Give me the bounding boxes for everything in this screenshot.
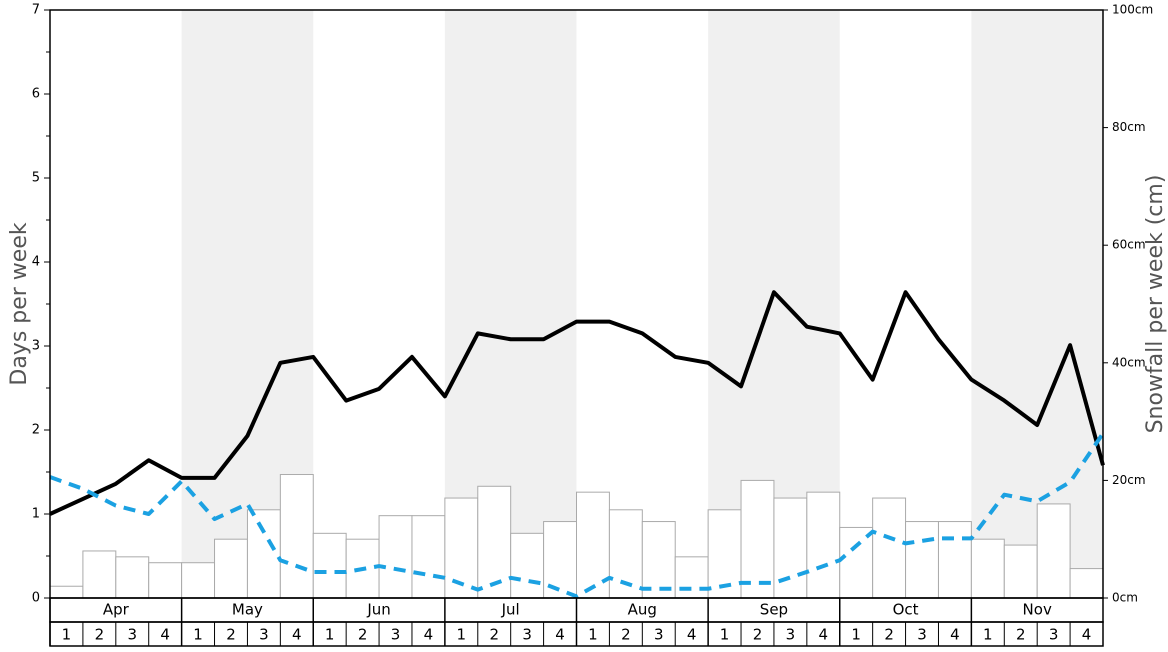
bar (148, 562, 183, 599)
y-tick-label: 4 (32, 255, 40, 270)
week-label: 3 (391, 626, 401, 644)
bar (740, 479, 775, 599)
y2-tick-label: 80cm (1112, 120, 1146, 134)
y2-tick-label: 20cm (1112, 473, 1146, 487)
week-label: 2 (489, 626, 499, 644)
bar (806, 491, 841, 599)
week-label: 2 (621, 626, 631, 644)
bar (214, 538, 248, 599)
bar (82, 550, 117, 599)
week-label: 1 (325, 626, 335, 644)
week-label: 1 (62, 626, 72, 644)
week-label: 4 (819, 626, 829, 644)
y2-axis-title: Snowfall per week (cm) (1143, 175, 1168, 434)
y-axis-title: Days per week (7, 222, 32, 385)
y-tick-label: 7 (32, 3, 40, 18)
week-label: 1 (983, 626, 993, 644)
month-label: Jul (501, 601, 520, 619)
bar (905, 521, 939, 599)
bar (641, 521, 676, 599)
week-label: 1 (193, 626, 203, 644)
y-tick-label: 0 (32, 591, 40, 606)
week-label: 2 (226, 626, 236, 644)
bar (1003, 544, 1038, 599)
y-tick-label: 1 (32, 507, 40, 522)
y-tick-label: 5 (32, 171, 40, 186)
month-label: Jun (366, 601, 390, 619)
y-tick-label: 2 (32, 423, 40, 438)
bar (246, 509, 281, 599)
week-label: 3 (654, 626, 664, 644)
week-label: 3 (259, 626, 269, 644)
week-label: 1 (588, 626, 598, 644)
bar (411, 515, 446, 599)
week-label: 3 (786, 626, 796, 644)
bar (674, 556, 709, 599)
line (49, 432, 1105, 599)
week-label: 4 (1082, 626, 1092, 644)
bar (1069, 568, 1104, 599)
y2-tick-label: 100cm (1112, 3, 1153, 17)
week-label: 3 (1049, 626, 1059, 644)
line (49, 290, 1105, 516)
y-tick-label: 6 (32, 87, 40, 102)
month-label: Sep (760, 601, 788, 619)
week-label: 2 (358, 626, 368, 644)
month-label: Oct (893, 601, 919, 619)
y-tick-label: 3 (32, 339, 40, 354)
week-label: 2 (95, 626, 105, 644)
month-label: May (232, 601, 263, 619)
bar (378, 515, 413, 599)
month-label: Nov (1023, 601, 1052, 619)
week-label: 4 (555, 626, 565, 644)
bar (839, 526, 874, 599)
bar (49, 585, 84, 599)
week-label: 2 (753, 626, 763, 644)
week-label: 2 (1016, 626, 1026, 644)
y2-tick-label: 60cm (1112, 238, 1146, 252)
bar (872, 497, 907, 599)
week-label: 1 (720, 626, 730, 644)
week-label: 3 (522, 626, 532, 644)
week-label: 1 (457, 626, 467, 644)
bar (279, 474, 314, 599)
month-shade (971, 10, 1103, 598)
bar (970, 538, 1005, 599)
week-label: 3 (917, 626, 927, 644)
week-label: 4 (424, 626, 434, 644)
week-label: 4 (687, 626, 697, 644)
bar (773, 497, 808, 599)
bar (510, 532, 545, 599)
week-label: 2 (884, 626, 894, 644)
week-label: 4 (160, 626, 170, 644)
week-label: 3 (127, 626, 137, 644)
y2-tick-label: 0cm (1112, 591, 1138, 605)
bar (312, 532, 347, 599)
month-label: Apr (103, 601, 130, 619)
month-label: Aug (628, 601, 657, 619)
week-label: 1 (851, 626, 861, 644)
bar (1036, 503, 1071, 599)
bar (477, 485, 512, 599)
week-label: 4 (950, 626, 960, 644)
bar (937, 521, 972, 599)
bar (181, 562, 216, 599)
y2-tick-label: 40cm (1112, 355, 1146, 369)
week-label: 4 (292, 626, 302, 644)
bar (115, 556, 150, 599)
